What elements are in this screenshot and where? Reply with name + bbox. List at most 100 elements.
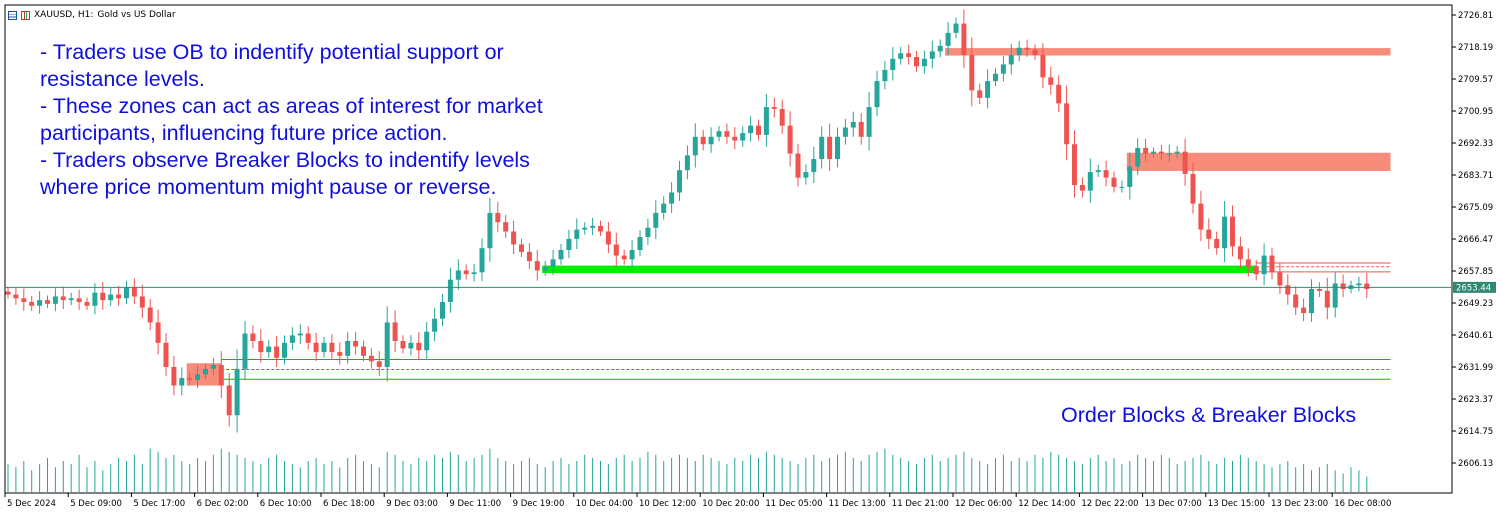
candle-body (384, 322, 390, 367)
chart-grid-icon[interactable] (8, 10, 17, 20)
candle-body (187, 378, 193, 380)
candle (1316, 282, 1322, 297)
candle-body (210, 365, 216, 369)
candle-body (566, 238, 572, 251)
candle (613, 232, 619, 267)
candle-body (361, 346, 366, 356)
candle-body (1016, 47, 1022, 56)
candle-body (819, 136, 825, 160)
candle-body (748, 125, 754, 134)
candle (1206, 218, 1212, 249)
bars-icon[interactable] (21, 10, 30, 20)
candle-body (1277, 272, 1283, 286)
chart-frame (4, 4, 1453, 494)
candle-body (550, 259, 556, 267)
candle (1253, 259, 1259, 281)
candle (1222, 201, 1228, 263)
candle (811, 146, 817, 184)
candle (637, 230, 643, 257)
price-tick-label: 2606.13 (1458, 459, 1493, 469)
candle (574, 218, 580, 249)
candle-body (282, 342, 287, 358)
candle (748, 116, 754, 142)
candle-body (590, 225, 596, 228)
order-block-zone (945, 48, 1391, 56)
candle (471, 264, 477, 282)
candle-body (937, 45, 943, 52)
candle-body (487, 212, 493, 249)
candle (147, 298, 153, 331)
candle-body (440, 301, 445, 319)
candle-body (637, 237, 643, 251)
candle-body (455, 270, 461, 280)
candle (1111, 171, 1117, 193)
candle-body (226, 385, 232, 416)
candle (455, 259, 461, 290)
candle-body (1056, 84, 1062, 104)
candle (1166, 144, 1172, 162)
candle-body (37, 300, 43, 306)
candle (1072, 130, 1077, 198)
candle (629, 240, 635, 269)
candle (582, 222, 588, 235)
candle-body (1072, 144, 1077, 186)
candle-body (131, 287, 137, 297)
candle-body (716, 131, 722, 137)
annotation-line: participants, influencing future price a… (40, 121, 448, 145)
candle (558, 243, 564, 265)
time-tick-label: 11 Dec 13:00 (829, 499, 886, 509)
candle-body (250, 333, 256, 341)
candle-body (368, 355, 374, 362)
candle (645, 219, 651, 245)
candle-body (155, 322, 161, 343)
candle-body (684, 155, 690, 171)
candle-body (827, 136, 833, 160)
candle (835, 127, 840, 168)
candle (60, 286, 66, 309)
candle (605, 221, 611, 254)
candle (882, 60, 888, 90)
candle (590, 217, 596, 236)
candle (1016, 40, 1022, 62)
candle-body (195, 374, 201, 380)
candle-body (400, 340, 406, 349)
candle (953, 17, 959, 39)
candle-body (985, 81, 991, 98)
candle-body (969, 55, 975, 91)
candle (1087, 158, 1093, 203)
candle (1324, 277, 1330, 320)
candle (1309, 279, 1314, 322)
candle (1293, 286, 1299, 315)
candle (653, 200, 659, 240)
candle (921, 50, 927, 74)
candle-body (266, 346, 272, 353)
candle (1364, 273, 1370, 299)
candle-body (45, 300, 50, 304)
candle (92, 283, 98, 315)
candle (1277, 262, 1283, 294)
symbol-label: XAUUSD, H1: (34, 10, 94, 20)
candle (914, 50, 919, 72)
price-tick-label: 2718.19 (1458, 43, 1493, 53)
candle-body (21, 298, 27, 302)
candle (598, 220, 603, 237)
price-tick-label: 2614.75 (1458, 427, 1493, 437)
candle (842, 118, 848, 145)
candle (716, 126, 722, 142)
candle-body (289, 335, 295, 343)
price-tick-label: 2692.33 (1458, 139, 1493, 149)
candle-body (337, 352, 343, 356)
candle-body (1261, 255, 1267, 275)
candle (1269, 247, 1275, 280)
price-tick-label: 2623.37 (1458, 395, 1493, 405)
candle (210, 357, 216, 376)
volume-histogram (7, 448, 1368, 492)
candle-body (534, 261, 540, 271)
candle-body (645, 227, 651, 238)
time-tick-label: 5 Dec 09:00 (70, 499, 122, 509)
price-tick-label: 2675.09 (1458, 203, 1493, 213)
price-tick-label: 2726.81 (1458, 11, 1493, 21)
candle-body (1079, 185, 1085, 191)
candle-body (977, 90, 983, 98)
